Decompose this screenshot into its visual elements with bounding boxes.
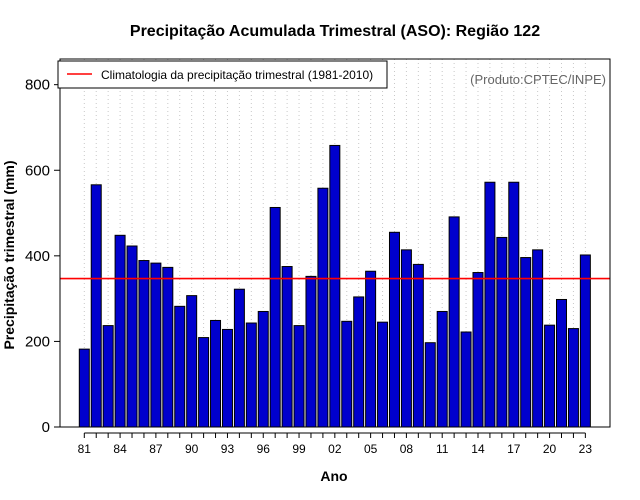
bar-92 (210, 319, 222, 428)
bar-14 (472, 272, 484, 428)
y-tick-label: 800 (25, 77, 50, 94)
bar-94 (233, 288, 245, 428)
y-tick-label: 200 (25, 333, 50, 350)
bar-19 (532, 249, 544, 428)
x-tick-label: 93 (221, 442, 235, 456)
x-tick-label: 17 (507, 442, 521, 456)
bar-84 (114, 234, 126, 428)
legend-box (57, 60, 388, 89)
bar-82 (90, 184, 102, 428)
bar-83 (102, 325, 114, 428)
bar-95 (245, 322, 257, 428)
bar-97 (269, 206, 281, 428)
bar-09 (412, 263, 424, 428)
bar-87 (150, 262, 162, 428)
y-axis-label: Precipitação trimestral (mm) (1, 160, 17, 349)
x-axis-label: Ano (320, 468, 347, 484)
bar-12 (448, 216, 460, 428)
bar-99 (293, 325, 305, 428)
bar-17 (508, 181, 520, 428)
bar-15 (484, 181, 496, 428)
bar-16 (496, 236, 508, 428)
bar-86 (138, 260, 150, 428)
bar-90 (186, 295, 198, 428)
x-tick-label: 20 (543, 442, 557, 456)
y-axis: 0 200 400 600 800 (25, 77, 60, 436)
plot-frame (59, 58, 611, 428)
bar-10 (424, 342, 436, 428)
bar-06 (377, 321, 389, 428)
legend: Climatologia da precipitação trimestral … (57, 60, 388, 89)
bar-96 (257, 310, 269, 428)
bar-20 (544, 324, 556, 428)
bar-01 (317, 187, 329, 428)
x-tick-label: 99 (292, 442, 306, 456)
bar-23 (579, 254, 591, 428)
bar-88 (162, 266, 174, 428)
bar-89 (174, 305, 186, 428)
x-tick-label: 11 (436, 442, 449, 456)
bar-07 (388, 231, 400, 428)
x-tick-label: 02 (328, 442, 342, 456)
bar-98 (281, 266, 293, 428)
bar-91 (198, 337, 210, 428)
legend-label: Climatologia da precipitação trimestral … (101, 68, 373, 82)
bar-18 (520, 257, 532, 428)
source-note: (Produto:CPTEC/INPE) (470, 72, 606, 87)
bar-05 (365, 270, 377, 428)
bar-21 (556, 298, 567, 428)
x-tick-label: 05 (364, 442, 378, 456)
bar-00 (305, 275, 317, 428)
x-axis: 81 84 87 90 93 96 99 02 05 08 11 14 17 20 23 (78, 432, 593, 456)
bars (78, 144, 591, 428)
x-tick-label: 84 (113, 442, 127, 456)
bar-13 (460, 331, 472, 428)
bar-22 (567, 328, 579, 428)
y-tick-label: 400 (25, 248, 50, 265)
x-tick-label: 90 (185, 442, 199, 456)
bar-04 (353, 296, 365, 428)
x-tick-label: 08 (400, 442, 414, 456)
bar-81 (78, 348, 90, 428)
bar-93 (221, 328, 233, 428)
y-tick-label: 600 (25, 162, 50, 179)
bar-03 (341, 320, 353, 428)
bar-11 (436, 310, 448, 428)
bar-85 (126, 245, 138, 428)
x-tick-label: 23 (579, 442, 593, 456)
x-tick-label: 96 (257, 442, 271, 456)
x-tick-label: 81 (78, 442, 92, 456)
bar-08 (400, 249, 412, 428)
x-tick-label: 14 (471, 442, 485, 456)
x-tick-label: 87 (149, 442, 163, 456)
y-tick-label: 0 (42, 419, 50, 436)
bar-02 (329, 144, 341, 428)
chart-title: Precipitação Acumulada Trimestral (ASO):… (130, 23, 540, 40)
